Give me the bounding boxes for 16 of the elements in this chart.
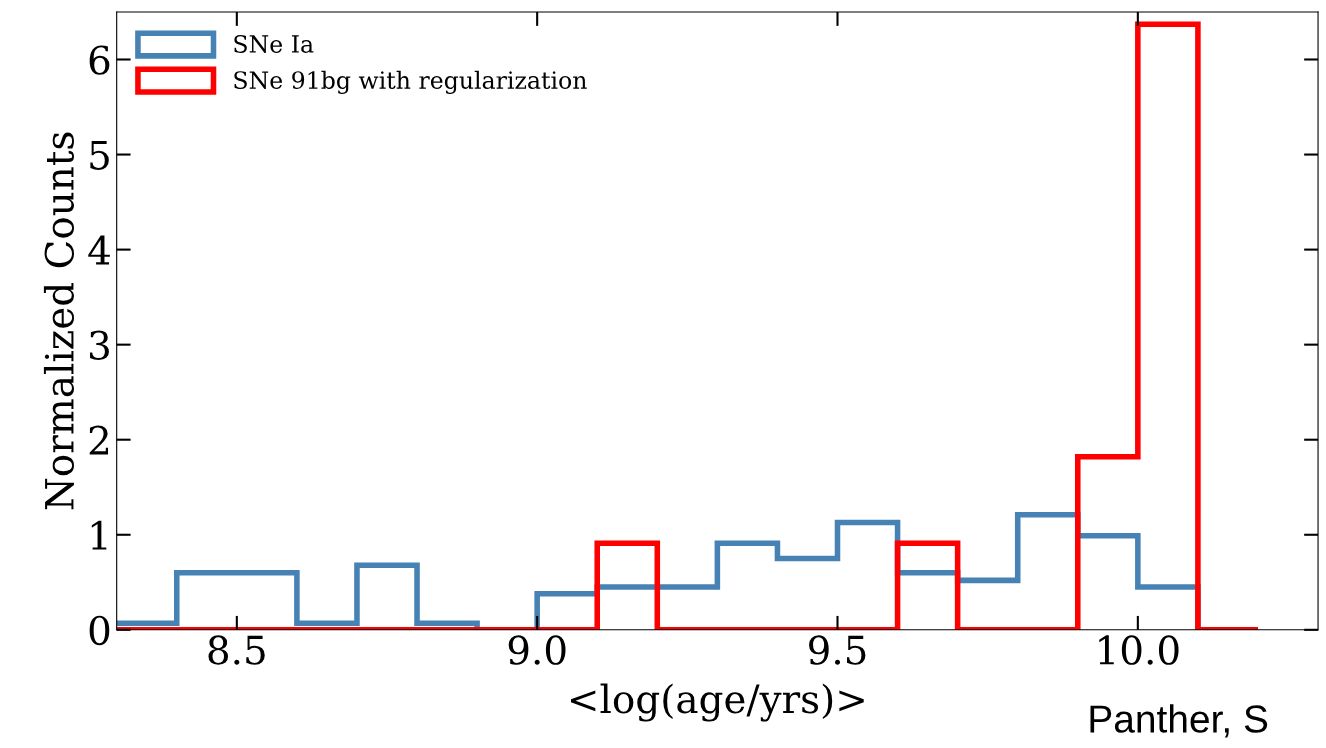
y-tick-label: 3: [90, 330, 109, 360]
x-axis-title: <log(age/yrs)>: [570, 683, 864, 722]
x-tick-label: 8.5: [208, 635, 265, 665]
legend-label: SNe Ia: [234, 35, 314, 53]
y-tick-label: 5: [90, 140, 109, 170]
text: Panther, S: [1090, 704, 1268, 738]
x-tick-label: 10.0: [1099, 635, 1179, 665]
y-tick-label: 4: [88, 235, 110, 265]
legend-label: SNe 91bg with regularization: [234, 70, 587, 94]
x-tick-label: 9.5: [809, 635, 866, 665]
x-tick-label: 9.0: [508, 635, 566, 665]
y-tick-label: 2: [89, 425, 109, 455]
y-tick-label: 6: [89, 45, 110, 75]
y-tick-label: 1: [91, 520, 107, 550]
y-axis-title: Normalized Counts: [43, 132, 74, 510]
y-tick-label: 0: [89, 615, 110, 646]
